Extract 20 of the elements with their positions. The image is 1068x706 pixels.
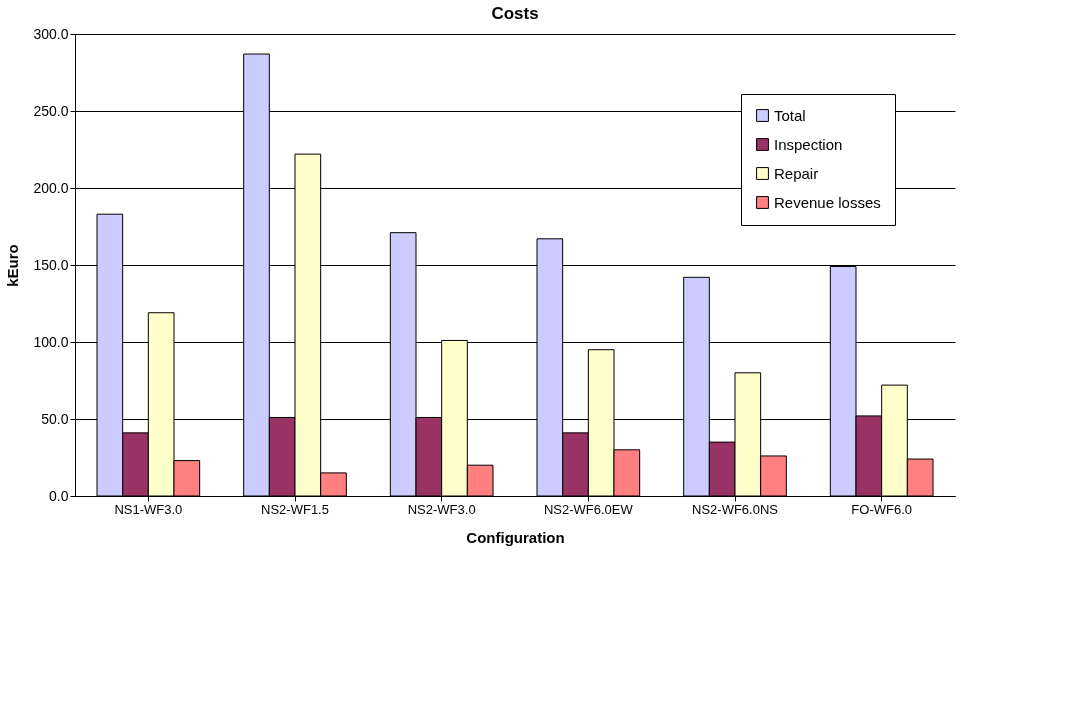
y-tick-label: 200.0 <box>33 179 69 196</box>
legend-label: Revenue losses <box>774 193 881 211</box>
chart-title: Costs <box>491 4 539 23</box>
x-tick-label: NS2-WF3.0 <box>407 501 476 517</box>
x-tick-label: NS2-WF1.5 <box>261 501 329 517</box>
y-tick-label: 100.0 <box>33 333 69 350</box>
legend-label: Inspection <box>774 135 843 153</box>
x-axis-title: Configuration <box>466 528 565 546</box>
x-tick-label: FO-WF6.0 <box>851 501 912 517</box>
y-axis-title: kEuro <box>4 244 22 287</box>
x-tick-label: NS2-WF6.0EW <box>543 501 634 517</box>
y-tick-label: 50.0 <box>41 410 69 427</box>
y-tick-label: 150.0 <box>33 256 69 273</box>
x-tick-label: NS1-WF3.0 <box>114 501 183 517</box>
y-tick-label: 300.0 <box>33 25 69 42</box>
legend-label: Total <box>774 106 806 124</box>
y-tick-label: 250.0 <box>33 102 69 119</box>
x-tick-label: NS2-WF6.0NS <box>692 501 779 517</box>
legend-label: Repair <box>774 164 819 182</box>
y-tick-label: 0.0 <box>49 487 69 504</box>
